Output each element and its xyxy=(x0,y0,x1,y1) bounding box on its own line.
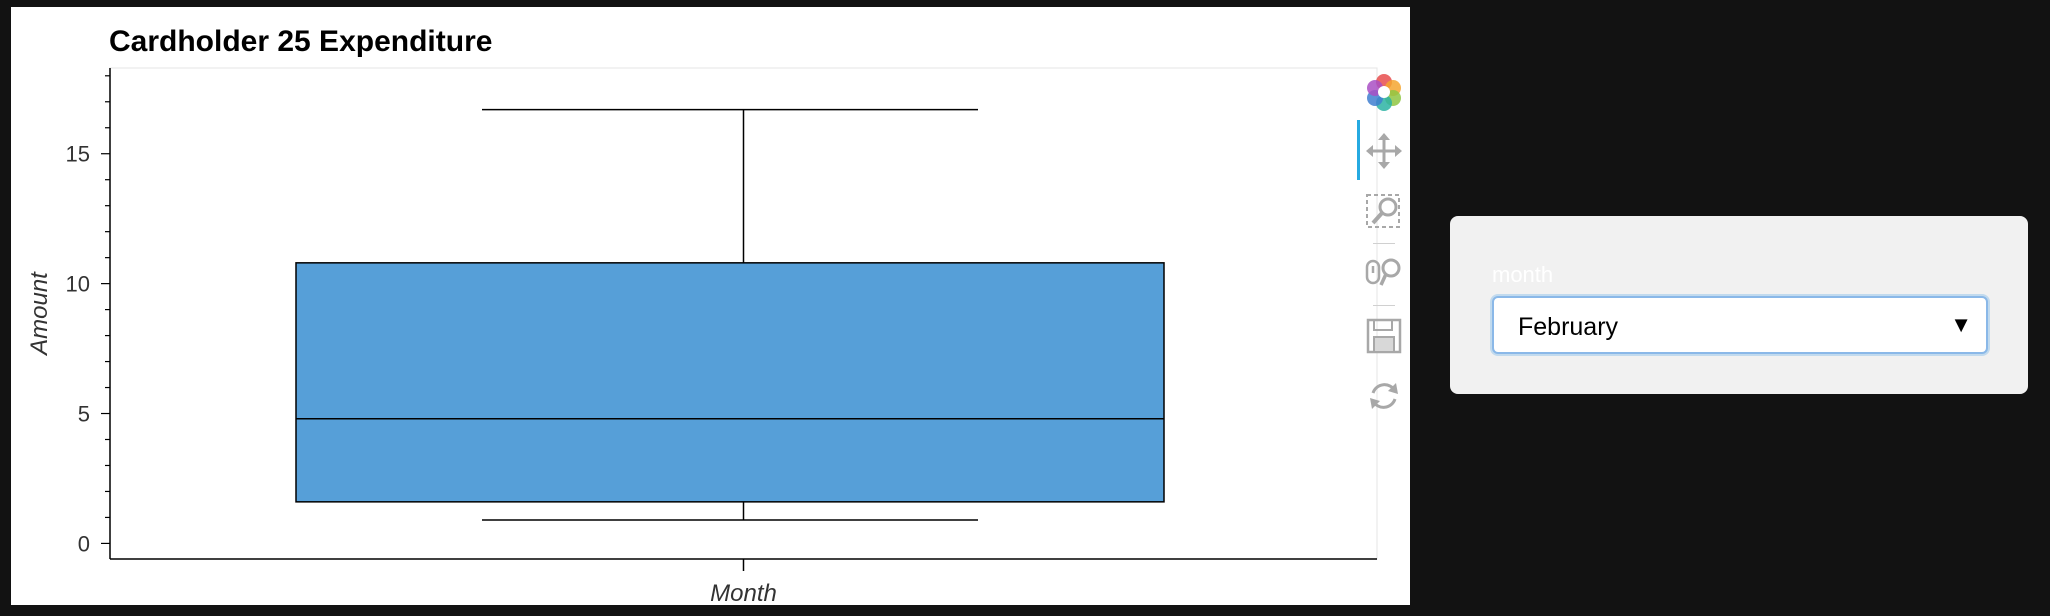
box-zoom-icon[interactable] xyxy=(1365,193,1403,231)
chevron-down-icon: ▼ xyxy=(1950,312,1972,337)
box-iqr xyxy=(295,262,1165,503)
bokeh-logo-icon[interactable] xyxy=(1365,73,1403,111)
x-axis-label: Month xyxy=(710,580,777,605)
y-tick-label: 15 xyxy=(66,142,90,167)
y-tick-label: 5 xyxy=(78,402,90,427)
pan-icon[interactable] xyxy=(1365,132,1403,170)
active-tool-indicator xyxy=(1357,120,1360,180)
save-icon[interactable] xyxy=(1365,317,1403,355)
plot-panel: 0 5 10 15 Amount Month Cardholder 25 Expendit… xyxy=(11,7,1410,605)
toolbar-separator xyxy=(1373,305,1395,306)
chart-title: Cardholder 25 Expenditure xyxy=(109,25,493,58)
plot-toolbar xyxy=(1357,65,1407,425)
month-select[interactable]: February ▼ xyxy=(1492,296,1988,354)
reset-icon[interactable] xyxy=(1365,377,1403,415)
y-tick-label: 0 xyxy=(78,531,90,556)
wheel-zoom-icon[interactable] xyxy=(1365,255,1403,293)
y-tick-label: 10 xyxy=(66,272,90,297)
month-selected-value: February xyxy=(1518,313,1619,341)
y-axis-label: Amount xyxy=(26,271,53,357)
toolbar-separator xyxy=(1373,243,1395,244)
month-widget: month February ▼ xyxy=(1450,216,2028,394)
chart[interactable]: 0 5 10 15 Amount Month xyxy=(11,7,1410,605)
month-label: month xyxy=(1492,262,1554,287)
